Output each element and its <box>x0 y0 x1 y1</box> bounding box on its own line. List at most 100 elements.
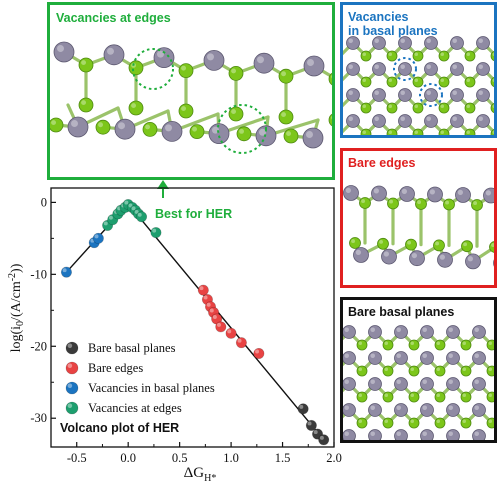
atom-highlight <box>157 50 164 58</box>
chalcogen-atom <box>438 128 450 135</box>
x-tick-label: 1.0 <box>223 451 239 465</box>
chalcogen-atom <box>236 126 252 142</box>
chalcogen-atom <box>189 124 205 139</box>
atom-highlight <box>81 60 86 65</box>
atom-highlight <box>396 405 401 410</box>
metal-atom <box>153 47 175 68</box>
metal-atom <box>398 62 412 76</box>
atom-highlight <box>439 254 445 260</box>
atom-highlight <box>478 38 483 43</box>
chalcogen-atom <box>489 241 494 253</box>
atom-highlight <box>307 59 314 66</box>
metal-atom <box>472 325 486 339</box>
metal-atom <box>368 377 382 391</box>
metal-atom <box>67 116 89 138</box>
atom-highlight <box>436 419 440 423</box>
atom-highlight <box>448 379 453 384</box>
y-tick-label: -30 <box>30 411 47 425</box>
metal-atom <box>343 403 356 417</box>
atom-highlight <box>118 122 125 130</box>
metal-atom <box>450 36 464 50</box>
chalcogen-atom <box>387 197 399 210</box>
chalcogen-atom <box>464 128 476 135</box>
atom-highlight <box>474 353 479 358</box>
atom-highlight <box>492 130 494 134</box>
atom-highlight <box>462 341 466 345</box>
metal-atom <box>483 187 494 204</box>
atom-highlight <box>401 188 407 194</box>
best-for-her-label: Best for HER <box>155 207 232 221</box>
chalcogen-atom <box>412 102 424 114</box>
chalcogen-atom <box>382 417 394 429</box>
atom-highlight <box>362 130 366 134</box>
atom-highlight <box>231 109 236 115</box>
atom-highlight <box>374 64 379 69</box>
metal-atom <box>476 114 490 128</box>
atom-highlight <box>259 128 266 136</box>
data-point <box>60 266 72 278</box>
bare-basal-structure <box>343 325 494 440</box>
atom-highlight <box>98 122 103 128</box>
atom-highlight <box>344 353 349 358</box>
atom-highlight <box>362 52 366 56</box>
atom-highlight <box>452 116 457 121</box>
chalcogen-atom <box>412 128 424 135</box>
atom-highlight <box>400 38 405 43</box>
chalcogen-atom <box>486 365 494 377</box>
metal-atom <box>372 88 386 102</box>
data-point <box>150 227 162 239</box>
metal-atom <box>424 114 438 128</box>
vacancy-marker <box>419 83 443 107</box>
chalcogen-atom <box>142 122 158 137</box>
x-tick-label: 2.0 <box>326 451 342 465</box>
chalcogen-atom <box>386 50 398 62</box>
bare-edges-label: Bare edges <box>348 156 416 170</box>
atom-highlight <box>400 116 405 121</box>
metal-atom <box>114 118 136 140</box>
atom-highlight <box>370 353 375 358</box>
metal-atom <box>203 50 225 71</box>
metal-atom <box>353 247 369 263</box>
chalcogen-atom <box>438 50 450 62</box>
atom-highlight <box>374 90 379 95</box>
atom-highlight <box>448 327 453 332</box>
atom-highlight <box>457 189 463 195</box>
atom-highlight <box>492 78 494 82</box>
x-tick-label: 0.5 <box>172 451 188 465</box>
chalcogen-atom <box>486 339 494 351</box>
atom-highlight <box>435 241 439 246</box>
atom-highlight <box>488 341 492 345</box>
metal-atom <box>437 251 453 268</box>
atom-highlight <box>463 242 467 247</box>
atom-highlight <box>491 243 494 247</box>
metal-atom <box>253 52 275 74</box>
chalcogen-atom <box>349 237 361 249</box>
atom-highlight <box>422 379 427 384</box>
chalcogen-atom <box>408 339 420 351</box>
atom-highlight <box>383 251 389 257</box>
legend-label: Vacancies in basal planes <box>88 381 215 395</box>
x-tick-label: 1.5 <box>275 451 291 465</box>
metal-atom <box>399 186 415 202</box>
atom-highlight <box>411 252 417 259</box>
chalcogen-atom <box>438 76 450 88</box>
metal-atom <box>394 325 408 339</box>
atom-highlight <box>107 47 114 55</box>
metal-atom <box>394 429 408 440</box>
edge-vacancies-structure <box>50 41 332 154</box>
atom-highlight <box>426 116 431 121</box>
chalcogen-atom <box>486 391 494 403</box>
chalcogen-atom <box>356 391 368 403</box>
metal-atom <box>368 429 382 440</box>
atom-highlight <box>344 405 349 410</box>
chalcogen-atom <box>434 391 446 403</box>
chalcogen-atom <box>386 102 398 114</box>
metal-atom <box>372 62 386 76</box>
metal-atom <box>450 62 464 76</box>
atom-highlight <box>331 115 332 120</box>
chalcogen-atom <box>128 60 144 76</box>
metal-atom <box>420 351 434 365</box>
chalcogen-atom <box>360 50 372 62</box>
x-tick-label: 0.0 <box>120 451 136 465</box>
